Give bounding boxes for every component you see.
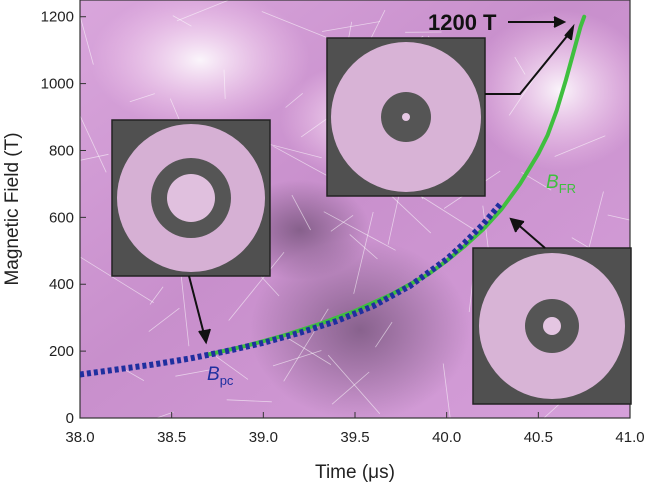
y-tick-label: 0: [66, 410, 74, 427]
inset-image-left: [111, 119, 271, 277]
spark-streak: [223, 69, 226, 99]
spark-streak: [155, 411, 174, 418]
spark-streak: [148, 307, 180, 332]
x-tick-label: 38.0: [65, 429, 94, 446]
spark-streak: [285, 336, 332, 365]
spark-streak: [80, 153, 109, 161]
spark-streak: [331, 371, 370, 405]
spark-streak: [554, 135, 606, 157]
y-tick-label: 1200: [41, 9, 74, 26]
spark-streak: [180, 274, 190, 347]
spark-streak: [323, 211, 396, 251]
spark-streak: [353, 211, 374, 294]
inset-image-top: [326, 37, 486, 197]
series-line-bfr: [206, 14, 587, 357]
x-axis-label: Time (μs): [315, 462, 395, 483]
spark-streak: [442, 363, 451, 418]
y-tick-label: 800: [49, 142, 74, 159]
series-line-bpc: [80, 200, 504, 378]
spark-streak: [272, 350, 322, 367]
spark-streak: [80, 14, 94, 65]
spark-streak: [349, 234, 378, 260]
peak-field-annotation: 1200 T: [428, 10, 497, 35]
x-tick-label: 40.0: [432, 429, 461, 446]
spark-streak: [175, 369, 212, 377]
spark-streak: [543, 396, 569, 418]
series-label-bfr: BFR: [546, 172, 576, 196]
x-tick-label: 39.5: [340, 429, 369, 446]
spark-streak: [508, 74, 537, 116]
x-tick-label: 39.0: [249, 429, 278, 446]
spark-streak: [327, 354, 381, 415]
y-axis-label: Magnetic Field (T): [2, 132, 23, 285]
y-tick-label: 200: [49, 343, 74, 360]
spark-streak: [228, 252, 285, 321]
x-tick-label: 40.5: [524, 429, 553, 446]
y-tick-label: 400: [49, 276, 74, 293]
spark-streak: [291, 194, 311, 231]
spark-streak: [80, 114, 107, 173]
x-tick-label: 38.5: [157, 429, 186, 446]
spark-streak: [283, 308, 329, 382]
spark-streak: [607, 214, 630, 221]
spark-streak: [226, 399, 272, 403]
spark-streak: [176, 0, 230, 22]
spark-streak: [330, 214, 354, 232]
inset-image-bottom-right: [472, 247, 632, 405]
y-tick-label: 600: [49, 209, 74, 226]
spark-streak: [172, 15, 192, 27]
x-tick-label: 41.0: [615, 429, 644, 446]
spark-streak: [122, 367, 145, 381]
axis-ticks: 38.0 38.5 39.0 39.5 40.0 40.5 41.0 0 200 400 600 80…: [41, 9, 645, 446]
spark-streak: [285, 92, 303, 108]
annotation-arrows: [188, 16, 575, 345]
spark-streak: [261, 11, 329, 39]
series-layer: [80, 14, 587, 378]
spark-streak: [322, 21, 381, 32]
spark-streak: [80, 256, 154, 303]
spark-streak: [129, 93, 155, 103]
spark-streak: [514, 56, 526, 75]
spark-streak: [375, 321, 393, 348]
y-tick-label: 1000: [41, 76, 74, 93]
series-label-bpc: Bpc: [207, 364, 234, 388]
